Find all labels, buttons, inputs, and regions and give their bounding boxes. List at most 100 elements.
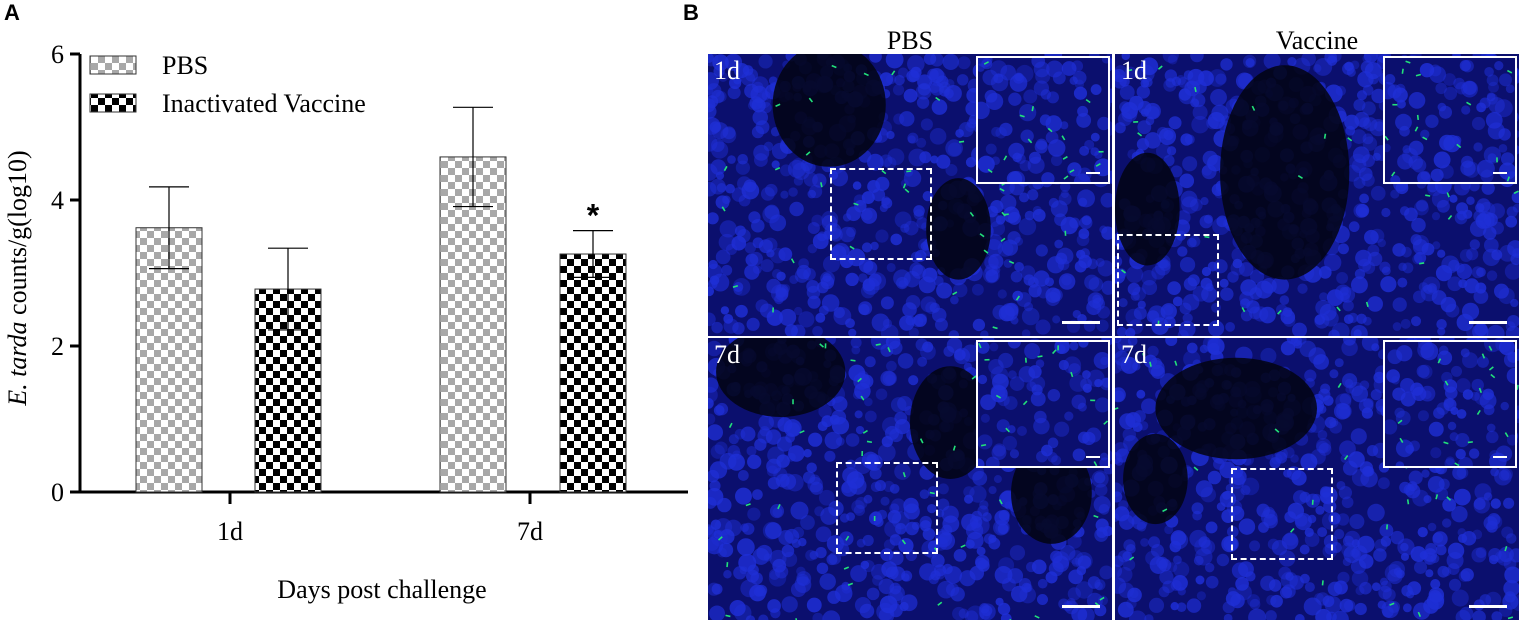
nucleus [1361, 338, 1379, 351]
nucleus [781, 596, 798, 613]
nucleus [800, 515, 815, 530]
nucleus [1476, 267, 1486, 278]
nucleus [1216, 553, 1230, 567]
nucleus [1486, 270, 1498, 281]
nucleus [1023, 89, 1038, 104]
nucleus [957, 56, 971, 70]
bacterium [1446, 496, 1452, 501]
nucleus [790, 582, 806, 598]
bacterium [1321, 580, 1324, 586]
nucleus [937, 483, 949, 495]
nucleus [920, 241, 930, 251]
nucleus [1348, 451, 1365, 468]
nucleus [727, 155, 736, 164]
nucleus [869, 467, 882, 480]
nucleus [1100, 356, 1108, 366]
nucleus [858, 301, 873, 316]
bacterium [1406, 499, 1410, 505]
bacterium [732, 285, 739, 288]
nucleus [1024, 210, 1035, 221]
nucleus [1084, 274, 1100, 290]
nucleus [1366, 445, 1379, 457]
nucleus [1052, 551, 1070, 570]
nucleus [1436, 199, 1450, 213]
nucleus [1097, 260, 1112, 277]
bacterium [1115, 407, 1119, 410]
nucleus [978, 458, 985, 466]
nucleus [727, 445, 741, 458]
nucleus [990, 200, 1004, 214]
nucleus [916, 217, 929, 229]
bacterium [866, 440, 873, 444]
bacterium [1137, 132, 1143, 137]
nucleus [937, 498, 950, 511]
nucleus [1500, 152, 1515, 166]
nucleus [1455, 609, 1471, 620]
nucleus [1509, 548, 1519, 563]
nucleus [1498, 162, 1515, 180]
nucleus [1052, 315, 1061, 324]
nucleus [1402, 145, 1411, 154]
nucleus [1068, 363, 1081, 376]
nucleus [997, 393, 1010, 407]
nucleus [1076, 565, 1087, 576]
nucleus [1373, 548, 1387, 562]
nucleus [1207, 470, 1222, 485]
nucleus [1009, 74, 1028, 92]
nucleus [1466, 248, 1479, 261]
nucleus [908, 327, 919, 336]
nucleus [1072, 309, 1081, 319]
zoom-inset [1383, 56, 1517, 184]
nucleus [931, 553, 945, 568]
bacterium [978, 343, 982, 349]
nucleus [941, 524, 953, 536]
nucleus [767, 476, 781, 490]
nucleus [859, 374, 874, 389]
nucleus [953, 548, 967, 562]
nucleus [1140, 57, 1159, 76]
nucleus [965, 522, 984, 540]
nucleus [933, 275, 944, 286]
nucleus [871, 313, 890, 332]
nucleus [1437, 565, 1450, 578]
nucleus [760, 186, 775, 201]
nucleus [852, 181, 862, 190]
nucleus [1201, 286, 1218, 303]
bacterium [980, 443, 987, 447]
nucleus [1506, 533, 1517, 544]
bacterium [1000, 237, 1006, 243]
bacterium [1347, 137, 1353, 142]
nucleus [1371, 88, 1386, 104]
nucleus [1247, 594, 1261, 608]
nucleus [1379, 523, 1394, 538]
nucleus [1230, 468, 1247, 486]
nucleus [1146, 106, 1160, 119]
micrograph-pbs-7d: 7d [708, 338, 1112, 620]
nucleus [1297, 283, 1308, 294]
nucleus [1412, 253, 1423, 265]
nucleus [1159, 259, 1171, 271]
nucleus [851, 499, 865, 514]
nucleus [851, 345, 861, 355]
nucleus [1510, 298, 1519, 308]
nucleus [1173, 561, 1190, 578]
nucleus [1412, 489, 1429, 507]
nucleus [1167, 54, 1178, 65]
nucleus [817, 231, 828, 242]
bacterium [857, 377, 862, 383]
nucleus [752, 109, 769, 126]
nucleus [1362, 465, 1374, 477]
nucleus [1466, 325, 1479, 336]
nucleus [863, 494, 873, 504]
zoom-inset [976, 56, 1110, 184]
nucleus [1444, 458, 1456, 466]
nucleus [708, 582, 721, 596]
bacterium [987, 168, 993, 174]
nucleus [884, 156, 897, 170]
nucleus [745, 253, 759, 267]
nucleus [1350, 428, 1367, 445]
nucleus [1397, 153, 1413, 170]
nucleus [1189, 529, 1208, 548]
nucleus [882, 371, 897, 386]
nucleus [1455, 433, 1470, 448]
